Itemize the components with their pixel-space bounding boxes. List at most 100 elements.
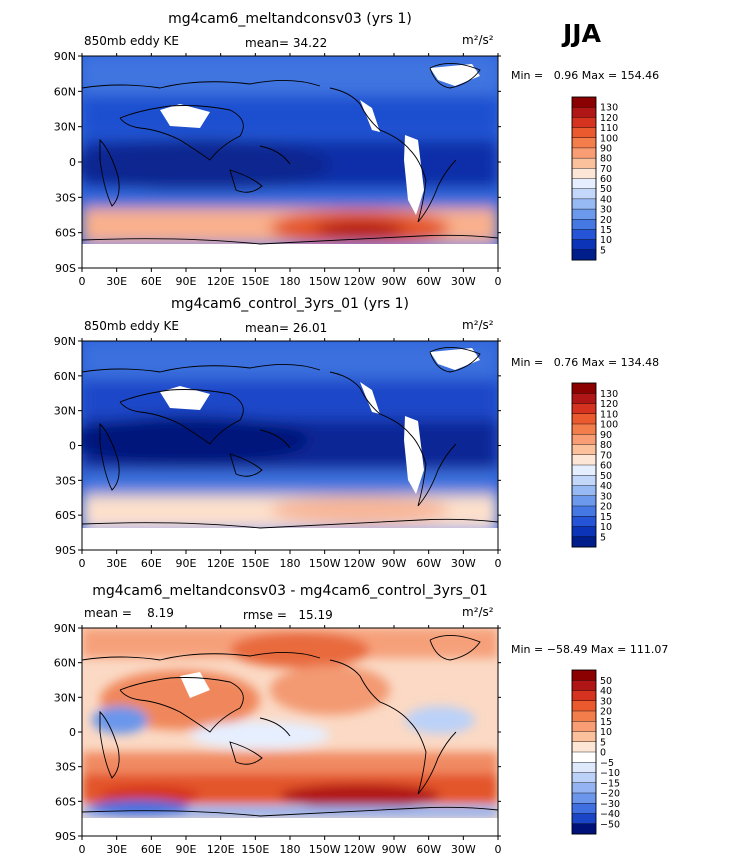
x-tick-label: 0 — [495, 275, 502, 288]
x-tick-label: 90W — [382, 275, 407, 288]
colorbar-label: 100 — [600, 133, 618, 144]
panel-3-field — [82, 628, 498, 836]
colorbar-swatch — [571, 813, 597, 825]
colorbar-swatch — [571, 137, 597, 149]
panel-2-x-ticks: 0 30E 60E 90E 120E 150E 180 150W 120W 90W 60W 30W 0 — [79, 338, 502, 570]
x-tick-label: 150E — [241, 557, 269, 570]
panel-3-left-label: mean = 8.19 — [84, 606, 174, 620]
colorbar-label: 60 — [600, 461, 612, 472]
colorbar-swatch — [571, 803, 597, 815]
y-tick-label: 30N — [54, 121, 76, 134]
colorbar-label: 40 — [600, 481, 612, 492]
panel-1-units: m²/s² — [462, 33, 494, 47]
x-tick-label: 0 — [79, 557, 86, 570]
colorbar-swatch — [571, 157, 597, 169]
x-tick-label: 0 — [495, 557, 502, 570]
colorbar-label: 30 — [600, 491, 612, 502]
colorbar-label: 0 — [600, 748, 606, 759]
y-tick-label: 90N — [54, 622, 76, 635]
x-tick-label: 120W — [343, 275, 375, 288]
colorbar-label: 15 — [600, 512, 612, 523]
colorbar-swatch — [571, 495, 597, 507]
panel-3-stats: Min = −58.49 Max = 111.07 — [511, 643, 668, 656]
colorbar-swatch — [571, 485, 597, 497]
y-tick-label: 90S — [55, 830, 76, 843]
panel-1-x-ticks: 0 30E 60E 90E 120E 150E 180 150W 120W 90W 60W 30W 0 — [79, 53, 502, 288]
y-tick-label: 90N — [54, 50, 76, 63]
colorbar-label: 10 — [600, 235, 612, 246]
x-tick-label: 120W — [343, 843, 375, 856]
colorbar-swatch — [571, 690, 597, 702]
colorbar-label: −20 — [600, 789, 620, 800]
colorbar-swatch — [571, 117, 597, 129]
colorbar-swatch — [571, 762, 597, 774]
panel-1-stats: Min = 0.96 Max = 154.46 — [511, 69, 659, 82]
x-tick-label: 150E — [241, 843, 269, 856]
panel-3-center-label: rmse = 15.19 — [243, 608, 333, 622]
colorbar-label: −15 — [600, 778, 620, 789]
y-tick-label: 90S — [55, 262, 76, 275]
colorbar-frame — [571, 669, 597, 835]
colorbar-swatch — [571, 700, 597, 712]
x-tick-label: 120W — [343, 557, 375, 570]
y-tick-label: 0 — [69, 440, 76, 453]
panel-1-left-label: 850mb eddy KE — [84, 34, 179, 48]
colorbar-label: 110 — [600, 409, 618, 420]
panel-3-title: mg4cam6_meltandconsv03 - mg4cam6_control… — [92, 583, 488, 599]
colorbar-label: 90 — [600, 143, 612, 154]
colorbar-swatch — [571, 413, 597, 425]
colorbar-swatch — [571, 208, 597, 220]
colorbar-label: 10 — [600, 522, 612, 533]
panel-3: mg4cam6_meltandconsv03 - mg4cam6_control… — [54, 583, 669, 856]
colorbar-label: −50 — [600, 819, 620, 830]
colorbar-swatch — [571, 710, 597, 722]
colorbar-swatch — [571, 772, 597, 784]
colorbar-swatch — [571, 505, 597, 517]
y-tick-label: 60N — [54, 85, 76, 98]
x-tick-label: 90W — [382, 557, 407, 570]
panel-2-center-label: mean= 26.01 — [245, 321, 327, 335]
colorbar-swatch — [571, 464, 597, 476]
x-tick-label: 150E — [241, 275, 269, 288]
panel-2-left-label: 850mb eddy KE — [84, 319, 179, 333]
y-tick-label: 30S — [55, 474, 76, 487]
colorbar-frame — [571, 382, 597, 548]
panel-2-units: m²/s² — [462, 318, 494, 332]
colorbar-label: 40 — [600, 194, 612, 205]
x-tick-label: 90W — [382, 843, 407, 856]
colorbar-label: 80 — [600, 440, 612, 451]
x-tick-label: 0 — [495, 843, 502, 856]
x-tick-label: 90E — [176, 557, 197, 570]
colorbar-label: 70 — [600, 450, 612, 461]
colorbar-label: 130 — [600, 103, 618, 114]
colorbar-label: 120 — [600, 113, 618, 124]
colorbar-swatch — [571, 516, 597, 528]
x-tick-label: 90E — [176, 843, 197, 856]
colorbar-swatch — [571, 106, 597, 118]
x-tick-label: 60W — [416, 275, 441, 288]
colorbar-label: 70 — [600, 164, 612, 175]
panel-1-field — [82, 56, 498, 268]
colorbar-swatch — [571, 731, 597, 743]
x-tick-label: 90E — [176, 275, 197, 288]
panel-2-stats: Min = 0.76 Max = 134.48 — [511, 356, 659, 369]
y-tick-label: 30N — [54, 405, 76, 418]
colorbar-label: 40 — [600, 686, 612, 697]
colorbar-swatch — [571, 434, 597, 446]
panel-2-coastlines — [82, 347, 498, 529]
colorbar-label: 50 — [600, 184, 612, 195]
y-tick-label: 60S — [55, 227, 76, 240]
colorbar-swatch — [571, 127, 597, 139]
colorbar-swatch — [571, 229, 597, 241]
y-tick-label: 60S — [55, 795, 76, 808]
x-tick-label: 60E — [141, 843, 162, 856]
season-label: JJA — [561, 19, 602, 48]
colorbar-frame — [571, 96, 597, 261]
panel-1-center-label: mean= 34.22 — [245, 36, 327, 50]
colorbar-label: 50 — [600, 676, 612, 687]
y-tick-label: 90N — [54, 335, 76, 348]
colorbar-label: 80 — [600, 154, 612, 165]
panel-2: mg4cam6_control_3yrs_01 (yrs 1) 850mb ed… — [54, 296, 659, 570]
